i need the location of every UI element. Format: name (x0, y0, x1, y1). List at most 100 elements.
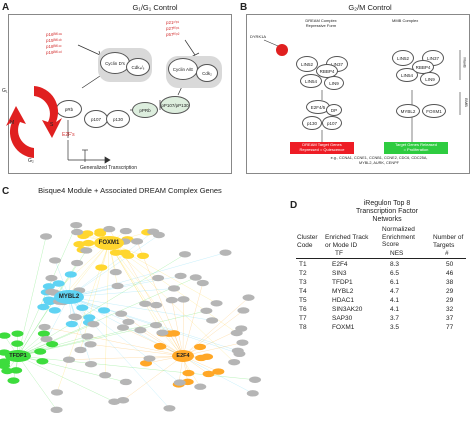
table-title-line-2: Transcription Factor (356, 208, 418, 215)
network-node (0, 332, 11, 339)
network-edge (182, 310, 244, 357)
network-node (1, 367, 14, 375)
network-node (194, 383, 207, 390)
cell-cycle-arrows (6, 86, 62, 158)
header-number-targets-line-1: Number of (433, 234, 464, 241)
header-enriched-track: Enriched Track or Mode ID (325, 234, 368, 249)
network-node (228, 358, 241, 366)
network-node (139, 300, 152, 307)
table-cell-tf: HDAC1 (332, 297, 355, 304)
network-node (109, 268, 122, 276)
network-node (37, 330, 50, 337)
network-node (177, 296, 190, 303)
panel-c-letter: C (2, 186, 10, 197)
network-node (168, 285, 181, 292)
inhibitor-p19: p19ᴵᴺᴷ⁴ᵈ (46, 50, 62, 55)
network-node (194, 343, 207, 351)
network-graph (0, 221, 262, 414)
dyrk1a-kinase-node (276, 44, 288, 56)
network-node (99, 372, 112, 379)
header-number-targets-line-2: Targets (433, 241, 455, 249)
network-edge (182, 282, 203, 357)
mmb-complex-label: MMB Complex (392, 18, 419, 23)
network-node (136, 252, 149, 260)
network-edge (44, 326, 184, 357)
table-cell-code: T2 (299, 270, 307, 277)
network-edge (171, 300, 184, 357)
network-node (200, 307, 213, 314)
network-node (196, 279, 209, 287)
network-node (219, 249, 232, 256)
network-edge (17, 324, 94, 357)
dream-dp-node: DP (326, 104, 342, 116)
network-node (10, 367, 23, 374)
table-divider (296, 258, 466, 259)
header-cluster-code-line-2: Code (297, 241, 313, 249)
network-node (87, 320, 100, 328)
network-node (117, 397, 130, 404)
dyrk1a-label: DYRK1A (250, 34, 267, 39)
phase-g2-label: G₂ (28, 158, 34, 164)
network-edge (108, 242, 201, 387)
network-node (206, 317, 219, 324)
panel-a-letter: A (2, 2, 10, 13)
mybl2-hub-node: MYBL2 (54, 290, 84, 304)
network-node (236, 339, 249, 346)
target-genes-list: e.g., CCNA1, CCNE1, CCNB1, CCNE2, CDC6, … (330, 156, 428, 165)
network-edge (182, 299, 184, 357)
network-node (98, 307, 111, 314)
network-edge (68, 296, 92, 365)
phase-m-label: M (10, 120, 15, 126)
network-node (74, 346, 87, 354)
network-node (182, 369, 195, 377)
phase-g1-label: G₁ (2, 88, 8, 94)
table-cell-code: T3 (299, 279, 307, 286)
dream-lin9-node: LIN9 (324, 76, 344, 90)
table-cell-n: 29 (446, 288, 454, 295)
header-enrichment-score-line-2: Enrichment (382, 233, 415, 241)
inhibitor-p18: p18ᴵᴺᴷ⁴ᶜ (46, 44, 62, 49)
network-node (163, 405, 176, 412)
header-cluster-code-line-1: Cluster (297, 234, 318, 241)
network-node (153, 342, 166, 350)
network-node (233, 350, 246, 358)
network-node (210, 300, 223, 307)
network-node (195, 354, 208, 362)
table-cell-nes: 4.1 (390, 306, 400, 313)
network-edge (108, 242, 118, 287)
table-cell-n: 29 (446, 297, 454, 304)
header-enrichment-score-line-1: Normalized (382, 226, 415, 233)
network-node (103, 225, 116, 233)
network-node (174, 272, 187, 280)
network-node (122, 252, 135, 259)
dream-p107-node: p107 (322, 116, 342, 130)
foxm1-hub-node: FOXM1 (94, 236, 124, 250)
network-node (48, 307, 61, 314)
panel-b-title: G₂/M Control (348, 3, 392, 12)
table-cell-n: 37 (446, 315, 454, 322)
network-edge (109, 229, 184, 357)
network-node (131, 238, 144, 245)
network-edge (136, 241, 184, 357)
network-edge (17, 262, 78, 357)
table-cell-n: 50 (446, 261, 454, 268)
table-cell-code: T5 (299, 297, 307, 304)
network-node (82, 239, 95, 247)
network-node (173, 379, 186, 386)
network-node (242, 294, 255, 301)
network-edge (17, 355, 256, 380)
network-edge (122, 327, 184, 357)
network-node (178, 251, 191, 258)
mmb-lin52-node: LIN52 (392, 50, 414, 66)
network-node (143, 355, 156, 362)
table-cell-code: T4 (299, 288, 307, 295)
network-node (119, 227, 132, 235)
table-cell-tf: SIN3AK20 (332, 306, 363, 313)
network-node (119, 378, 132, 386)
network-node (50, 406, 63, 414)
transcription-label: Generalized Transcription (80, 165, 137, 171)
table-cell-tf: MYBL2 (332, 288, 354, 295)
mmb-lin9-node: LIN9 (420, 72, 440, 86)
table-cell-n: 32 (446, 306, 454, 313)
mmb-foxm1-node: FOXM1 (422, 104, 446, 118)
